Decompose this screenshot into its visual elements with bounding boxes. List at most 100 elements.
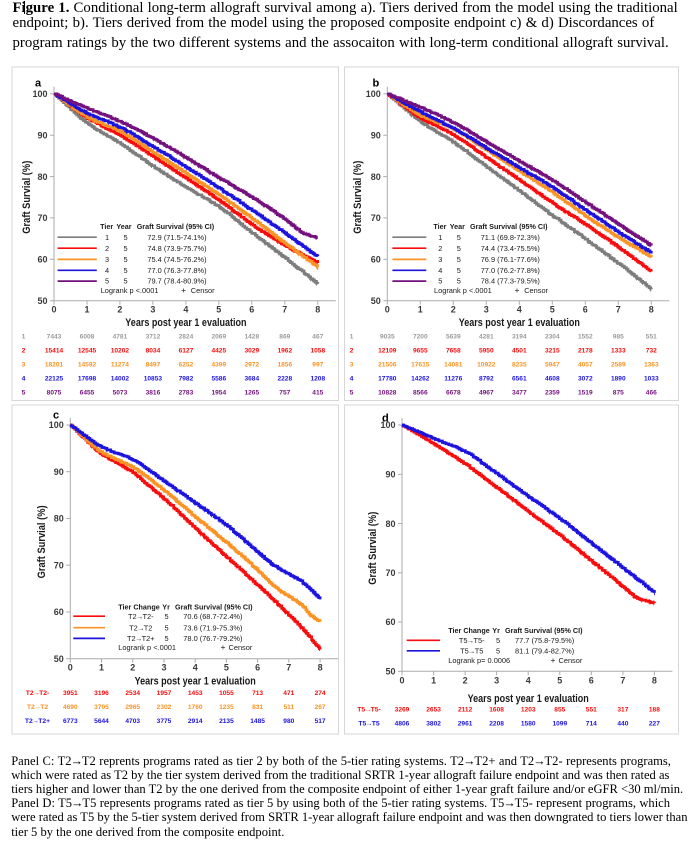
svg-text:2: 2 [130, 663, 135, 673]
svg-text:T5→T5-: T5→T5- [357, 707, 381, 714]
svg-text:Censor: Censor [229, 643, 253, 652]
svg-text:Logrank p= 0.0006: Logrank p= 0.0006 [448, 656, 510, 665]
svg-text:2: 2 [463, 675, 468, 685]
svg-text:267: 267 [315, 704, 326, 711]
svg-text:Yr: Yr [162, 603, 170, 612]
svg-text:1552: 1552 [578, 334, 593, 341]
svg-text:Graft Survival (95% CI): Graft Survival (95% CI) [137, 222, 215, 231]
svg-text:3705: 3705 [94, 704, 109, 711]
svg-text:985: 985 [613, 334, 624, 341]
svg-text:78.0 (76.7-79.2%): 78.0 (76.7-79.2%) [183, 634, 242, 643]
svg-text:3477: 3477 [512, 389, 527, 396]
svg-text:5: 5 [350, 389, 354, 396]
svg-text:980: 980 [283, 718, 294, 725]
svg-text:8: 8 [318, 663, 323, 673]
svg-text:77.0 (76.2-77.8%): 77.0 (76.2-77.8%) [481, 266, 540, 275]
svg-text:Tier Change: Tier Change [448, 626, 489, 635]
svg-text:3816: 3816 [146, 389, 161, 396]
svg-text:8: 8 [649, 305, 654, 315]
svg-text:732: 732 [646, 348, 657, 355]
svg-text:Graft Survial (%): Graft Survial (%) [21, 160, 33, 233]
svg-text:5947: 5947 [545, 362, 560, 369]
svg-text:3951: 3951 [63, 690, 78, 697]
svg-text:5644: 5644 [94, 718, 109, 725]
svg-text:1890: 1890 [611, 376, 626, 383]
svg-text:1265: 1265 [244, 389, 259, 396]
svg-text:4: 4 [517, 305, 522, 315]
svg-text:6252: 6252 [179, 362, 194, 369]
svg-text:3: 3 [161, 663, 166, 673]
svg-text:415: 415 [312, 389, 323, 396]
svg-text:7: 7 [286, 663, 291, 673]
svg-text:2653: 2653 [426, 707, 441, 714]
svg-text:3215: 3215 [545, 348, 560, 355]
svg-text:70: 70 [54, 560, 64, 570]
svg-text:3: 3 [105, 255, 109, 264]
svg-text:4608: 4608 [545, 376, 560, 383]
svg-text:875: 875 [613, 389, 624, 396]
svg-text:3072: 3072 [578, 376, 593, 383]
svg-text:80: 80 [385, 519, 395, 529]
svg-text:5: 5 [164, 612, 168, 621]
svg-text:78.4 (77.3-79.5%): 78.4 (77.3-79.5%) [481, 277, 540, 286]
svg-text:4690: 4690 [63, 704, 78, 711]
svg-text:3: 3 [494, 675, 499, 685]
svg-text:1033: 1033 [644, 376, 659, 383]
svg-text:12109: 12109 [378, 348, 397, 355]
svg-text:713: 713 [252, 690, 263, 697]
svg-text:0: 0 [51, 305, 56, 315]
svg-text:1: 1 [99, 663, 104, 673]
svg-text:12545: 12545 [78, 348, 97, 355]
svg-text:+: + [551, 655, 556, 665]
svg-text:77.0 (76.3-77.8%): 77.0 (76.3-77.8%) [147, 266, 206, 275]
svg-text:Graft Survial (%): Graft Survial (%) [352, 160, 364, 233]
svg-text:317: 317 [617, 707, 628, 714]
svg-text:1203: 1203 [521, 707, 536, 714]
svg-text:8: 8 [652, 675, 657, 685]
svg-text:Logrank p <.0001: Logrank p <.0001 [118, 643, 176, 652]
svg-text:Censor: Censor [191, 286, 215, 295]
svg-text:1519: 1519 [578, 389, 593, 396]
svg-text:1453: 1453 [188, 690, 203, 697]
svg-text:8497: 8497 [146, 362, 161, 369]
svg-text:6: 6 [249, 305, 254, 315]
svg-text:1: 1 [22, 334, 26, 341]
svg-text:4703: 4703 [125, 718, 140, 725]
svg-text:5639: 5639 [446, 334, 461, 341]
svg-text:74.8 (73.9-75.7%): 74.8 (73.9-75.7%) [147, 244, 206, 253]
svg-text:5: 5 [123, 277, 127, 286]
svg-text:3: 3 [150, 305, 155, 315]
svg-text:Tier Change: Tier Change [118, 603, 159, 612]
svg-text:511: 511 [283, 704, 294, 711]
svg-text:T5→T5-: T5→T5- [459, 636, 485, 645]
svg-text:90: 90 [385, 470, 395, 480]
svg-text:2359: 2359 [545, 389, 560, 396]
svg-text:75.4 (74.5-76.2%): 75.4 (74.5-76.2%) [147, 255, 206, 264]
svg-text:14002: 14002 [111, 376, 130, 383]
svg-text:3196: 3196 [94, 690, 109, 697]
svg-text:100: 100 [380, 420, 395, 430]
svg-text:471: 471 [283, 690, 294, 697]
svg-text:T2→T2+: T2→T2+ [127, 634, 155, 643]
svg-text:+: + [181, 285, 186, 295]
svg-text:3: 3 [22, 362, 26, 369]
svg-text:6455: 6455 [80, 389, 95, 396]
svg-text:1580: 1580 [521, 721, 536, 728]
svg-text:0: 0 [385, 305, 390, 315]
svg-text:100: 100 [366, 89, 381, 99]
svg-text:21506: 21506 [378, 362, 397, 369]
svg-text:b: b [373, 78, 380, 90]
svg-text:Logrank p <.0001: Logrank p <.0001 [434, 286, 492, 295]
svg-text:5: 5 [457, 233, 461, 242]
svg-text:60: 60 [385, 617, 395, 627]
svg-text:5586: 5586 [211, 376, 226, 383]
svg-text:5: 5 [164, 634, 168, 643]
svg-text:71.1 (69.8-72.3%): 71.1 (69.8-72.3%) [481, 233, 540, 242]
svg-text:Graft Survival (95% CI): Graft Survival (95% CI) [470, 222, 548, 231]
svg-text:Graft Survival (95% CI): Graft Survival (95% CI) [505, 626, 583, 635]
svg-text:4: 4 [438, 266, 442, 275]
svg-text:Graft Survial (%): Graft Survial (%) [36, 505, 48, 578]
svg-text:T5→T5: T5→T5 [460, 646, 483, 655]
svg-text:10202: 10202 [111, 348, 130, 355]
svg-text:76.9 (76.1-77.6%): 76.9 (76.1-77.6%) [481, 255, 540, 264]
